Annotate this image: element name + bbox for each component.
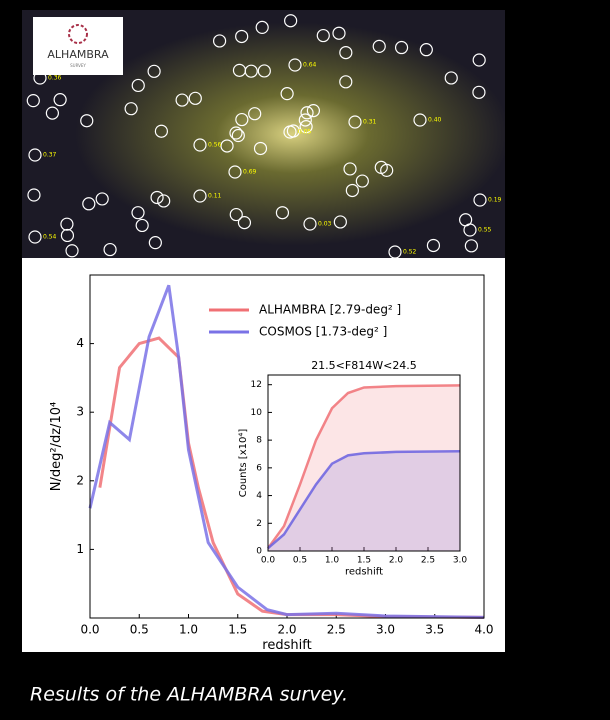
y-tick-label: 2 [76, 473, 84, 487]
x-tick-label: 2.5 [421, 556, 435, 566]
y-tick-label: 2 [256, 519, 262, 529]
legend-label: COSMOS [1.73-deg² ] [259, 325, 387, 339]
source-label: 0.05 [298, 129, 312, 136]
x-tick-label: 1.0 [325, 556, 340, 566]
source-label: 0.52 [403, 249, 417, 256]
source-label: 0.37 [43, 152, 57, 159]
x-tick-label: 4.0 [474, 623, 493, 637]
source-label: 0.40 [428, 117, 442, 124]
x-tick-label: 2.5 [327, 623, 346, 637]
source-label: 0.31 [363, 119, 377, 126]
source-label: 0.54 [43, 234, 57, 241]
x-tick-label: 0.0 [80, 623, 99, 637]
source-label: 0.69 [243, 169, 257, 176]
y-axis-label: Counts [x10⁴] [238, 429, 249, 498]
x-axis-label: redshift [262, 638, 311, 653]
x-tick-label: 2.0 [277, 623, 296, 637]
x-tick-label: 1.5 [357, 556, 371, 566]
y-tick-label: 4 [76, 336, 84, 350]
caption: Results of the ALHAMBRA survey. [30, 684, 348, 706]
legend-label: ALHAMBRA [2.79-deg² ] [259, 303, 401, 317]
figure: 0.050.310.360.640.400.540.030.520.560.69… [0, 0, 610, 720]
y-tick-label: 6 [256, 463, 262, 473]
x-tick-label: 3.0 [453, 556, 468, 566]
y-tick-label: 10 [251, 408, 263, 418]
source-label: 0.19 [488, 197, 502, 204]
x-tick-label: 2.0 [389, 556, 404, 566]
page: 0.050.310.360.640.400.540.030.520.560.69… [0, 0, 610, 720]
x-axis-label: redshift [345, 567, 383, 578]
x-tick-label: 0.0 [261, 556, 276, 566]
y-tick-label: 4 [256, 491, 262, 501]
y-tick-label: 1 [76, 542, 84, 556]
x-tick-label: 1.5 [228, 623, 247, 637]
x-tick-label: 3.0 [376, 623, 395, 637]
x-tick-label: 3.5 [425, 623, 444, 637]
chart-title: 21.5<F814W<24.5 [311, 359, 417, 372]
source-label: 0.55 [478, 227, 492, 234]
source-label: 0.36 [48, 75, 62, 82]
y-tick-label: 12 [251, 380, 262, 390]
y-tick-label: 8 [256, 436, 262, 446]
x-tick-label: 1.0 [179, 623, 198, 637]
logo-subtitle: SURVEY [70, 63, 86, 68]
x-tick-label: 0.5 [130, 623, 149, 637]
y-tick-label: 0 [256, 547, 262, 557]
x-tick-label: 0.5 [293, 556, 307, 566]
y-tick-label: 3 [76, 405, 84, 419]
y-axis-label: N/deg²/dz/10⁴ [49, 402, 64, 491]
source-label: 0.11 [208, 193, 222, 200]
source-label: 0.56 [208, 142, 222, 149]
logo-title: ALHAMBRA [47, 48, 109, 61]
source-label: 0.03 [318, 221, 332, 228]
source-label: 0.64 [303, 62, 317, 69]
